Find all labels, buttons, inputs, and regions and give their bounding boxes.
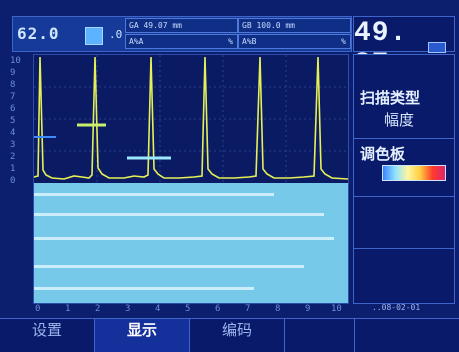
y-tick: 4 [10, 128, 16, 138]
waveform-svg [34, 55, 348, 183]
measurement-reading: 49. 87 [353, 16, 455, 80]
bscan-band [34, 287, 254, 290]
palette-panel[interactable]: 调色板 [354, 139, 454, 197]
side-menu-empty-slot[interactable] [354, 197, 454, 249]
bscan-band [34, 213, 324, 216]
gate-ab-label: A%A [129, 37, 144, 46]
bscan-band [34, 265, 304, 268]
softkey-encoder[interactable]: 编码 [190, 319, 285, 352]
timestamp: ..08-02-01 [372, 303, 421, 312]
side-menu: 扫描类型 幅度 调色板 [353, 54, 455, 304]
scan-type-panel[interactable]: 扫描类型 幅度 [354, 83, 454, 139]
gate-b-readout: GB 100.0 mm [238, 18, 351, 33]
y-tick: 7 [10, 92, 16, 102]
gate-ab-unit: % [228, 37, 233, 46]
gain-readout: 62.0 [17, 24, 60, 43]
softkey-setup[interactable]: 设置 [0, 319, 95, 352]
gate-ab-readout: A%A % [125, 34, 238, 49]
gate-a-readout: GA 49.07 mm [125, 18, 238, 33]
x-tick: 10 [331, 304, 342, 314]
y-tick: 6 [10, 104, 16, 114]
x-tick: 8 [275, 304, 281, 314]
x-tick: 4 [155, 304, 161, 314]
x-tick: 2 [95, 304, 101, 314]
gain-fraction: .0 [109, 28, 123, 41]
color-palette-swatch[interactable] [382, 165, 446, 181]
x-tick: 0 [35, 304, 41, 314]
gate-readouts: GA 49.07 mm GB 100.0 mm A%A % A%B % [125, 18, 351, 50]
palette-title: 调色板 [360, 145, 406, 163]
y-tick: 5 [10, 116, 16, 126]
status-bar: 62.0 .0 GA 49.07 mm GB 100.0 mm A%A % A%… [12, 16, 352, 52]
x-tick: 6 [215, 304, 221, 314]
y-tick: 1 [10, 164, 16, 174]
softkey-empty[interactable] [355, 319, 459, 352]
x-tick: 5 [185, 304, 191, 314]
gate-b-value: 100.0 mm [256, 21, 295, 30]
y-tick: 2 [10, 152, 16, 162]
x-tick: 1 [65, 304, 71, 314]
softkey-bar: 设置 显示 编码 [0, 318, 459, 352]
y-tick: 0 [10, 176, 16, 186]
horizontal-axis: 0 1 2 3 4 5 6 7 8 9 10 [33, 304, 349, 316]
scan-type-value: 幅度 [384, 111, 415, 129]
scan-type-title: 扫描类型 [360, 89, 421, 107]
gain-indicator-icon[interactable] [85, 27, 103, 45]
vertical-axis: 10 9 8 7 6 5 4 3 2 1 0 [6, 54, 30, 304]
gate-ba-readout: A%B % [238, 34, 351, 49]
y-tick: 8 [10, 80, 16, 90]
bscan-band [34, 193, 274, 196]
gate-b-label: GB [242, 21, 252, 30]
softkey-empty[interactable] [285, 319, 355, 352]
x-tick: 7 [245, 304, 251, 314]
gate-ba-unit: % [341, 37, 346, 46]
y-tick: 9 [10, 68, 16, 78]
reading-unit-selector[interactable] [428, 42, 446, 53]
ascan-display[interactable] [33, 54, 349, 304]
y-tick: 10 [10, 56, 21, 66]
ascan-waveform [34, 56, 348, 180]
side-menu-empty-slot[interactable] [354, 249, 454, 303]
gate-a-label: GA [129, 21, 139, 30]
gate-a-value: 49.07 mm [143, 21, 182, 30]
bscan-band [34, 237, 334, 240]
x-tick: 3 [125, 304, 131, 314]
y-tick: 3 [10, 140, 16, 150]
bscan-view[interactable] [34, 183, 348, 303]
softkey-display[interactable]: 显示 [95, 319, 190, 352]
grid-lines [34, 55, 348, 183]
x-tick: 9 [305, 304, 311, 314]
gate-ba-label: A%B [242, 37, 257, 46]
